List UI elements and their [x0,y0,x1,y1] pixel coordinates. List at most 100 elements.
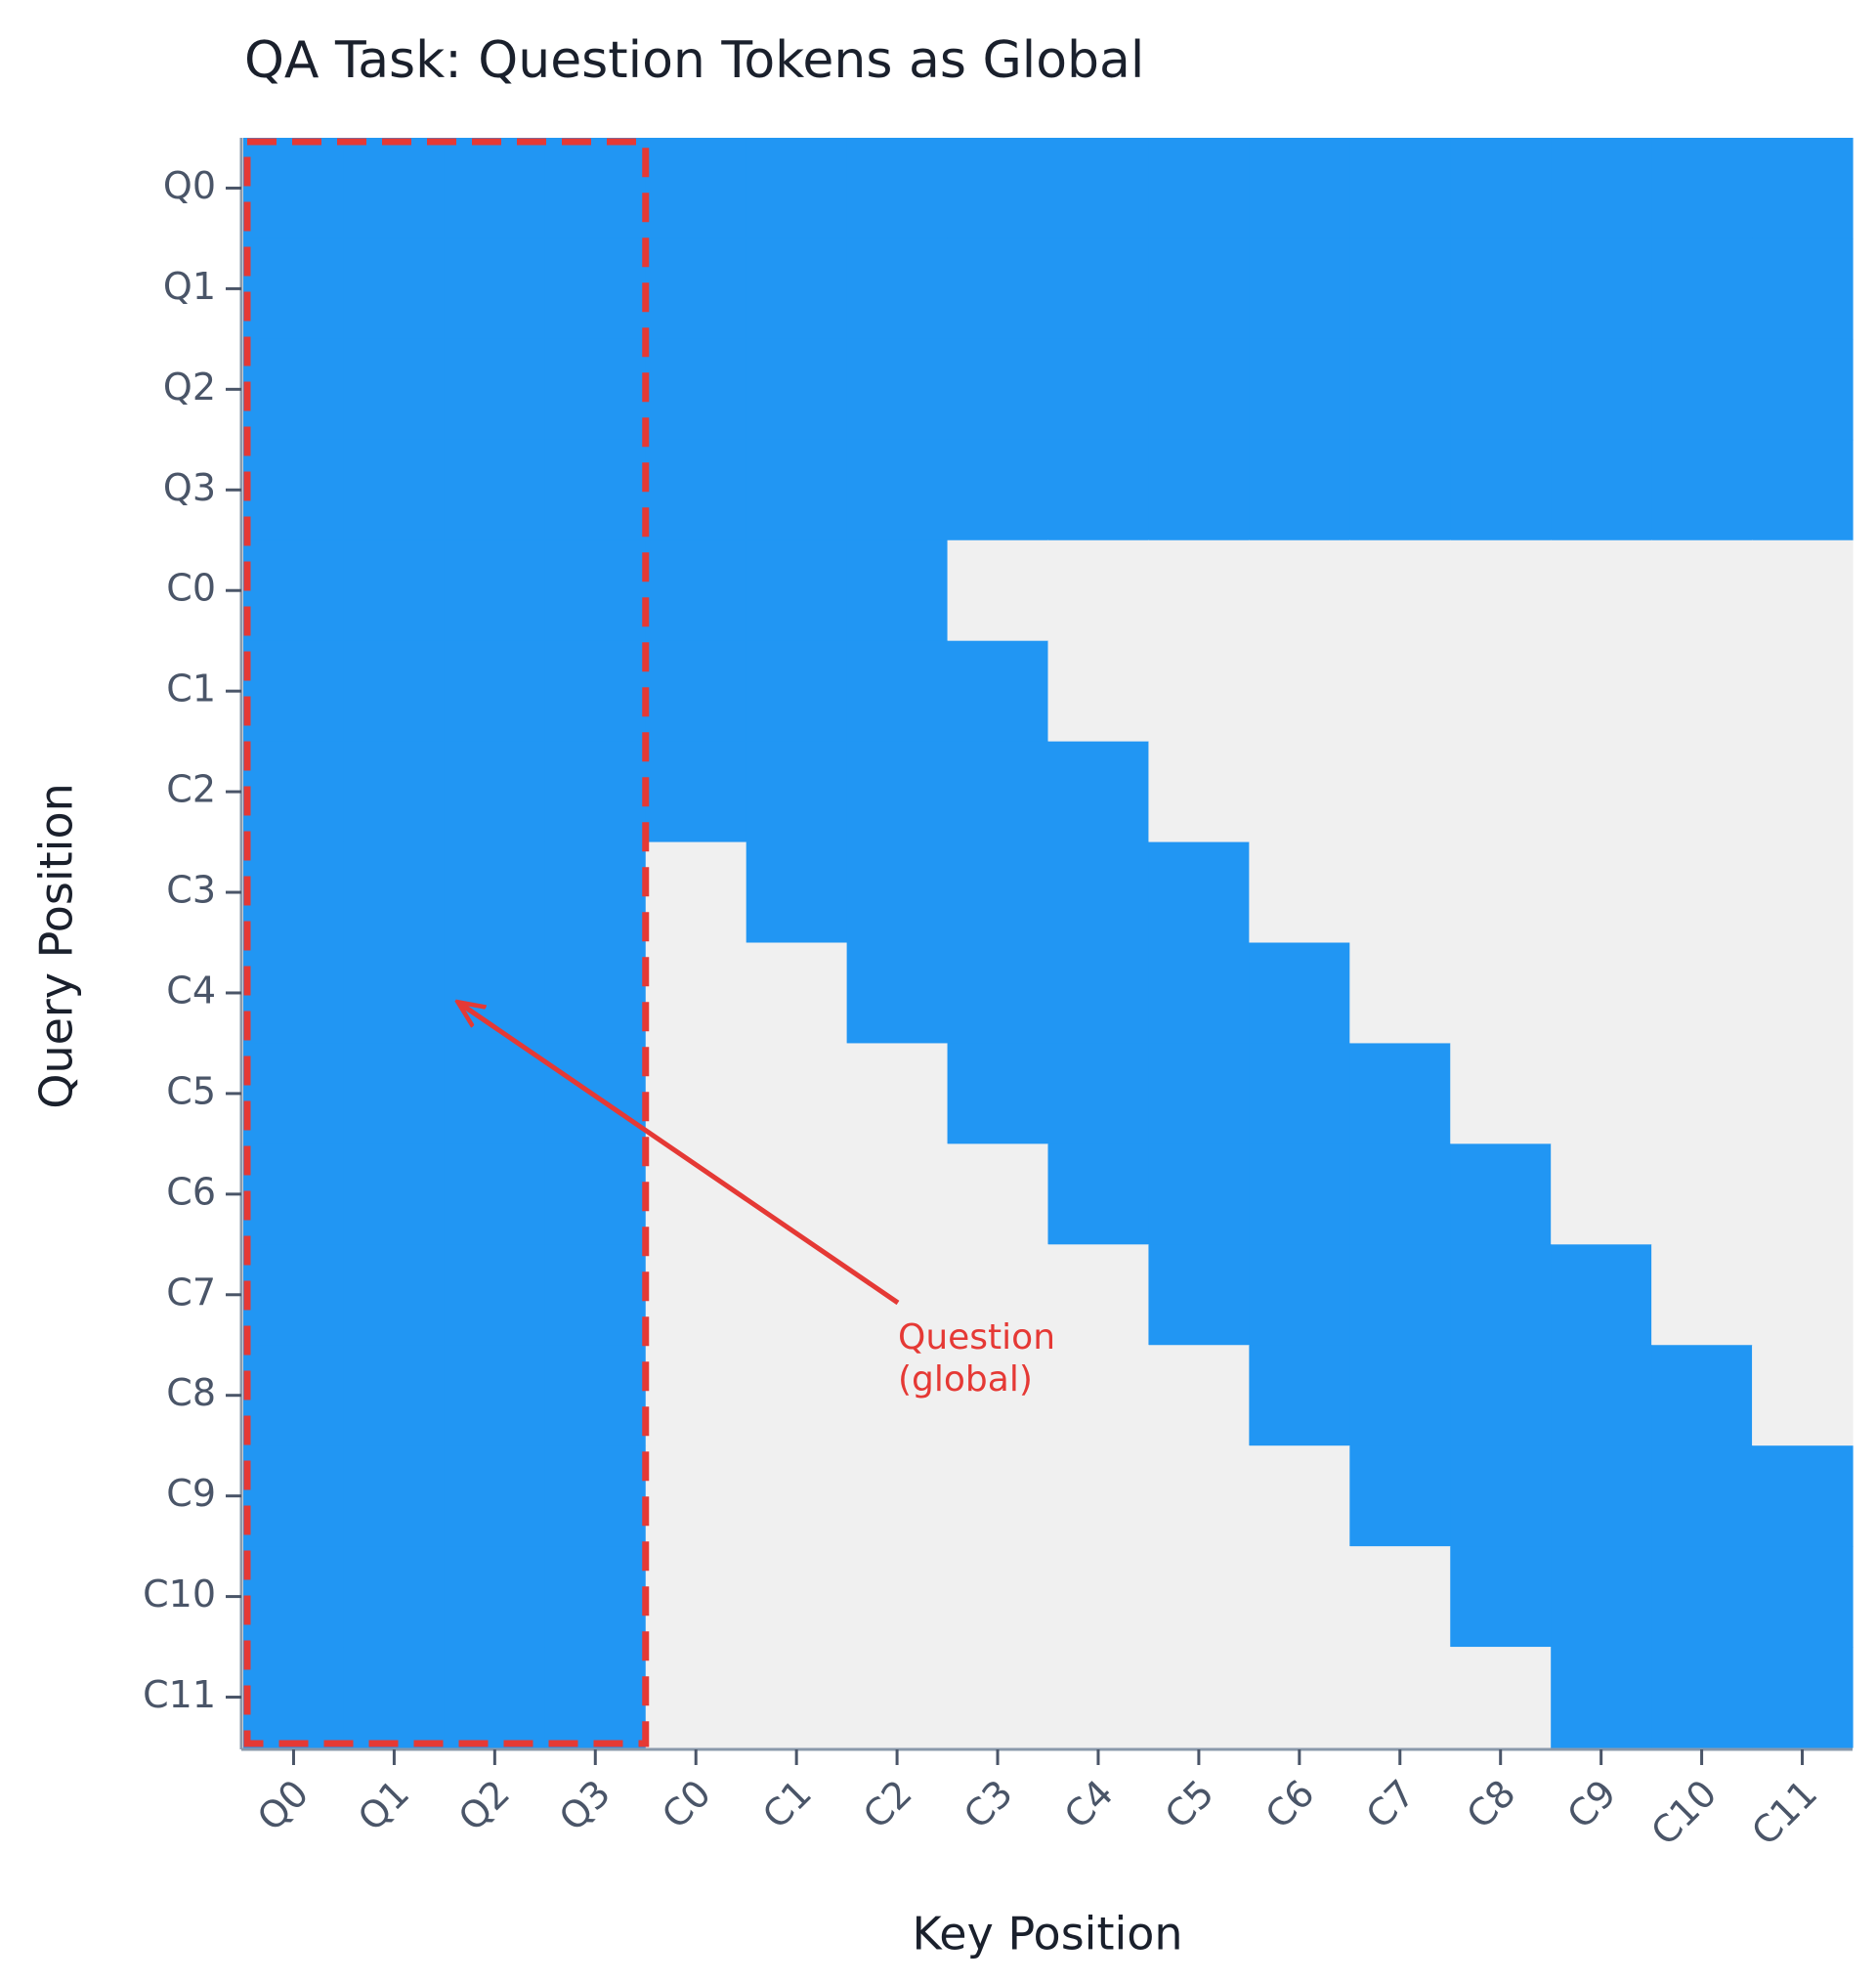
heatmap-cell [1450,1043,1552,1144]
heatmap-cell [1148,1345,1250,1446]
heatmap-cell [846,1445,949,1547]
heatmap-cell [444,1546,546,1648]
heatmap-cell [645,1546,747,1648]
y-tick-label: C9 [166,1472,216,1515]
x-tick-label: C2 [855,1772,920,1837]
heatmap-cell [746,338,848,441]
heatmap-cell [1752,1345,1854,1446]
heatmap-cell [1047,138,1150,239]
heatmap-cell [1249,1043,1350,1144]
heatmap-cell [1551,841,1652,944]
heatmap-cell [1047,1647,1150,1748]
heatmap-cell [1047,1043,1150,1144]
heatmap-cell [1349,539,1451,642]
heatmap-cell [947,841,1049,944]
heatmap-cell [1249,237,1350,340]
heatmap-cell [343,1345,446,1446]
heatmap-cell [1551,1244,1652,1346]
heatmap-cell [1651,338,1753,441]
heatmap-cell [746,237,848,340]
heatmap-cell [1651,1445,1753,1547]
heatmap-cell [1148,841,1250,944]
heatmap-cell [645,539,747,642]
heatmap-cell [343,1043,446,1144]
heatmap-cell [947,237,1049,340]
heatmap-cell [645,942,747,1045]
heatmap-cell [1752,942,1854,1045]
heatmap-cell [544,841,647,944]
heatmap-cell [343,841,446,944]
heatmap-cell [444,640,546,743]
heatmap-cell [1450,1244,1552,1346]
heatmap-cell [1148,1445,1250,1547]
heatmap-cell [1450,741,1552,843]
heatmap-cell [1349,640,1451,743]
heatmap-cell [746,439,848,541]
y-tick-label: Q1 [163,265,216,308]
heatmap-cell [1349,1546,1451,1648]
heatmap-cell [947,338,1049,441]
heatmap-cell [1249,439,1350,541]
heatmap-cell [1047,1143,1150,1245]
y-tick-label: Q0 [163,164,216,207]
heatmap-cell [1047,1244,1150,1346]
annotation-text: (global) [898,1359,1033,1400]
heatmap-cell [1148,138,1250,239]
heatmap-cell [1047,942,1150,1045]
heatmap-cell [343,1647,446,1748]
y-tick-label: C1 [166,668,216,711]
heatmap-cell [544,1143,647,1245]
heatmap-cell [846,1546,949,1648]
heatmap-cell [746,1546,848,1648]
heatmap-cell [243,1143,345,1245]
heatmap-cell [1249,640,1350,743]
y-tick-label: C5 [166,1069,216,1112]
heatmap-cell [544,338,647,441]
heatmap-cell [1148,1143,1250,1245]
heatmap-cell [544,1244,647,1346]
heatmap-cell [846,640,949,743]
x-tick-label: Q0 [249,1772,317,1839]
heatmap-cell [243,1043,345,1144]
heatmap-cell [544,1546,647,1648]
heatmap-cell [645,1345,747,1446]
heatmap-cell [1349,138,1451,239]
heatmap-cell [947,1143,1049,1245]
heatmap-cell [1752,539,1854,642]
x-tick-label: C6 [1258,1772,1323,1837]
heatmap-cell [243,640,345,743]
heatmap-cell [1349,741,1451,843]
heatmap-cell [444,1043,546,1144]
heatmap-cell [1450,138,1552,239]
heatmap-cell [746,539,848,642]
heatmap-cell [1752,640,1854,743]
heatmap-cell [947,1043,1049,1144]
heatmap-cell [1450,439,1552,541]
heatmap-cell [1349,1043,1451,1144]
heatmap-cell [544,237,647,340]
heatmap-cell [1148,539,1250,642]
heatmap-cell [1551,1143,1652,1245]
x-tick-label: C5 [1157,1772,1222,1837]
heatmap-cell [343,640,446,743]
heatmap-cell [1349,1244,1451,1346]
x-tick-label: Q3 [551,1772,618,1839]
heatmap-cell [243,539,345,642]
heatmap-cell [846,237,949,340]
heatmap-cell [1551,1445,1652,1547]
heatmap-cell [1551,439,1652,541]
heatmap-cell [645,1043,747,1144]
heatmap-cell [645,338,747,441]
heatmap-cell [1752,138,1854,239]
heatmap-cell [746,1445,848,1547]
heatmap-cell [645,1445,747,1547]
heatmap-cell [544,138,647,239]
heatmap-cell [1551,1546,1652,1648]
heatmap-cell [343,741,446,843]
heatmap-cell [243,237,345,340]
y-tick-label: C4 [166,969,216,1012]
chart-title: QA Task: Question Tokens as Global [244,31,1144,90]
heatmap-cell [1450,1647,1552,1748]
heatmap-cell [1148,741,1250,843]
y-tick-label: C10 [143,1573,216,1616]
